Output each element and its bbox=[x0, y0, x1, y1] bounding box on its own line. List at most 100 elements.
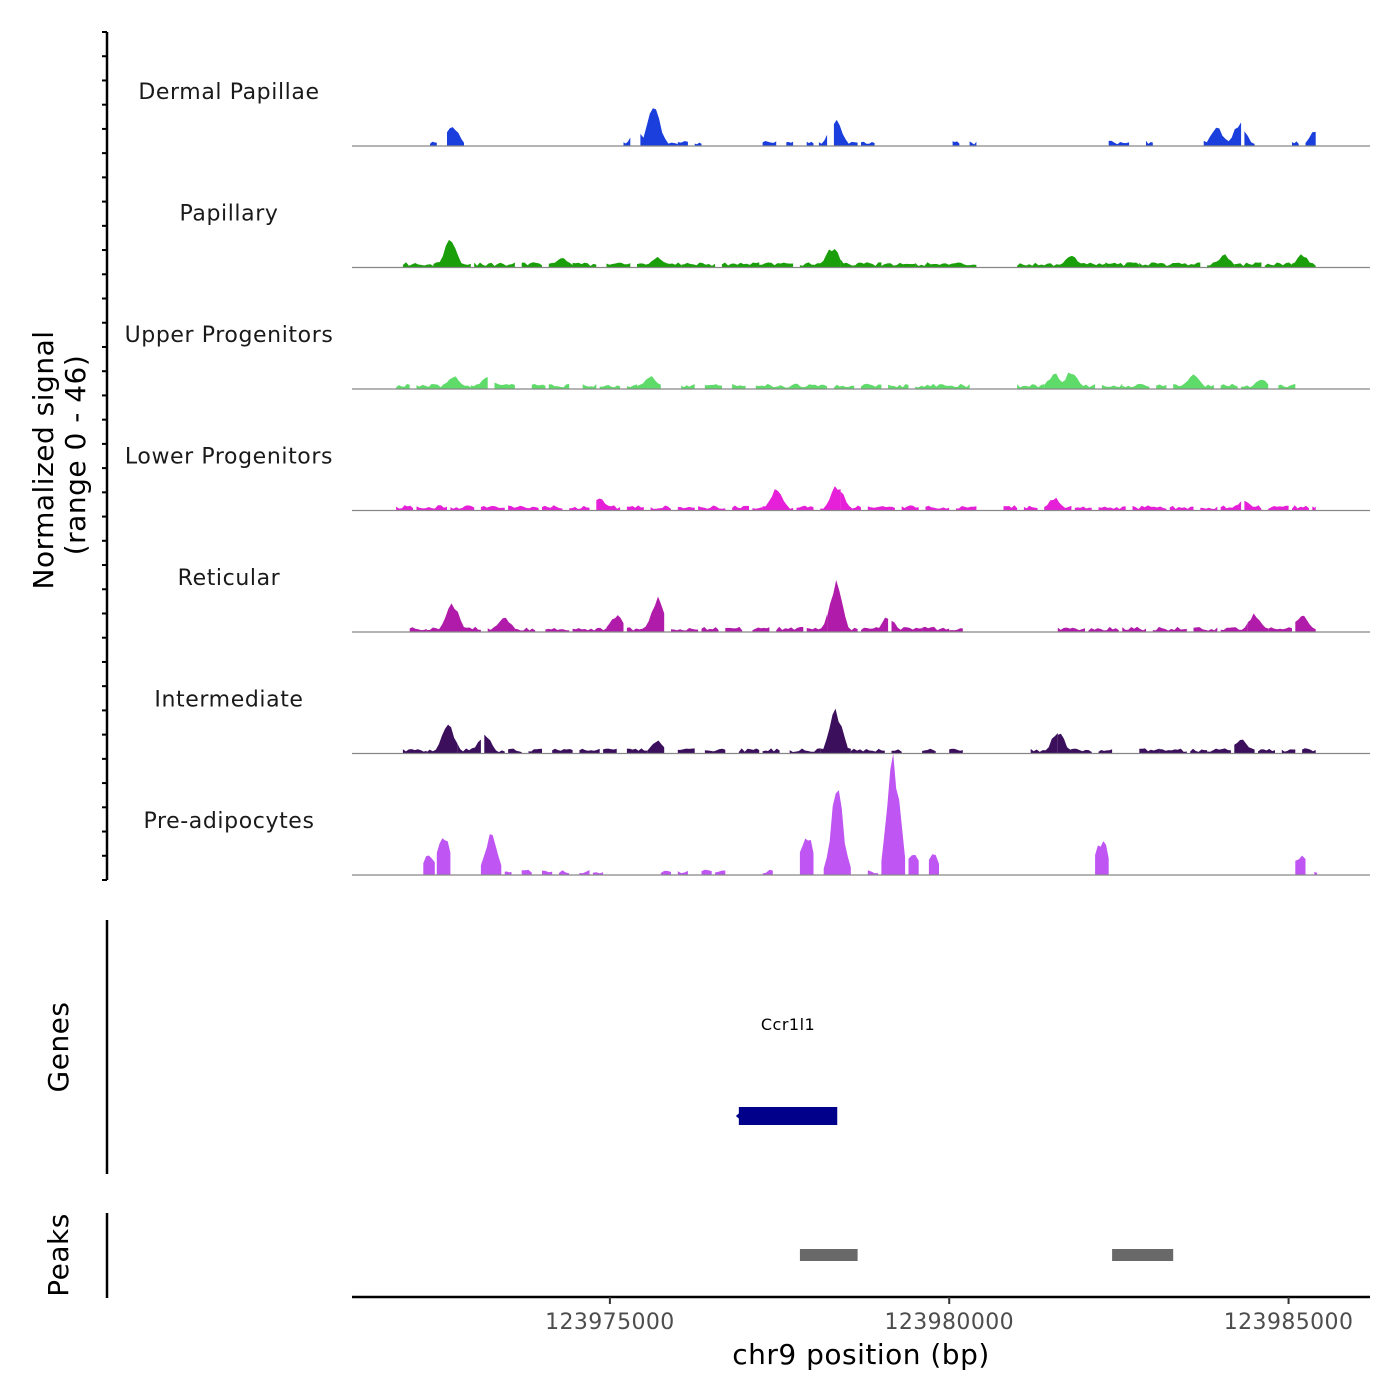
coverage-area bbox=[818, 134, 828, 146]
coverage-area bbox=[762, 869, 773, 875]
coverage-area bbox=[1156, 384, 1167, 389]
coverage-area bbox=[1152, 626, 1187, 632]
coverage-area bbox=[1101, 383, 1123, 389]
coverage-area bbox=[701, 869, 712, 875]
coverage-area bbox=[623, 137, 631, 146]
coverage-area bbox=[396, 505, 414, 511]
coverage-area bbox=[637, 256, 682, 268]
coverage-area bbox=[626, 748, 648, 754]
coverage-area bbox=[548, 258, 576, 268]
coverage-area bbox=[552, 748, 573, 754]
coverage-area bbox=[888, 384, 909, 389]
coverage-area bbox=[1305, 131, 1316, 146]
coverage-area bbox=[820, 486, 841, 511]
coverage-area bbox=[450, 505, 475, 511]
coverage-track: Lower Progenitors bbox=[125, 445, 1370, 512]
coverage-track: Pre-adipocytes bbox=[143, 753, 1370, 876]
coverage-area bbox=[514, 627, 536, 632]
coverage-area bbox=[480, 834, 502, 875]
coverage-area bbox=[1098, 749, 1113, 754]
coverage-area bbox=[677, 870, 688, 875]
coverage-area bbox=[1244, 500, 1262, 511]
x-axis: 123975000 123980000 123985000 chr9 positio… bbox=[352, 1295, 1370, 1371]
coverage-area bbox=[1139, 748, 1160, 754]
coverage-area bbox=[1241, 379, 1269, 389]
coverage-area bbox=[1312, 506, 1316, 511]
coverage-area bbox=[681, 262, 716, 268]
coverage-area bbox=[833, 119, 858, 146]
track-label: Lower Progenitors bbox=[125, 445, 333, 470]
coverage-area bbox=[698, 505, 726, 511]
coverage-area bbox=[1017, 255, 1106, 268]
coverage-area bbox=[1159, 748, 1187, 754]
gene-body bbox=[738, 1107, 838, 1125]
coverage-area bbox=[1146, 140, 1153, 146]
coverage-area bbox=[569, 505, 590, 511]
coverage-area bbox=[786, 141, 794, 146]
coverage-area bbox=[650, 505, 671, 511]
coverage-area bbox=[409, 627, 427, 632]
genes-panel-title: Genes bbox=[42, 1002, 75, 1093]
x-tick-label: 123975000 bbox=[545, 1310, 675, 1335]
coverage-area bbox=[426, 724, 458, 754]
track-label: Pre-adipocytes bbox=[143, 809, 314, 834]
coverage-area bbox=[715, 870, 726, 875]
coverage-area bbox=[1044, 372, 1096, 389]
coverage-area bbox=[1074, 506, 1092, 511]
coverage-area bbox=[925, 505, 950, 511]
coverage-area bbox=[647, 740, 665, 754]
gene-strand-arrow bbox=[735, 1110, 743, 1122]
coverage-area bbox=[626, 505, 644, 511]
coverage-area bbox=[402, 262, 434, 268]
coverage-area bbox=[1173, 374, 1214, 389]
coverage-area bbox=[1314, 871, 1318, 875]
coverage-area bbox=[881, 262, 916, 268]
coverage-area bbox=[457, 739, 481, 754]
coverage-area bbox=[694, 142, 702, 146]
coverage-area bbox=[721, 262, 760, 268]
coverage-area bbox=[1132, 505, 1167, 511]
coverage-area bbox=[1234, 262, 1262, 268]
coverage-area bbox=[799, 838, 814, 875]
coverage-area bbox=[402, 749, 427, 754]
coverage-area bbox=[626, 384, 637, 389]
coverage-area bbox=[1247, 613, 1269, 632]
coverage-area bbox=[396, 384, 410, 389]
coverage-track: Upper Progenitors bbox=[125, 323, 1370, 390]
coverage-area bbox=[840, 259, 882, 268]
coverage-area bbox=[755, 262, 794, 268]
coverage-area bbox=[901, 505, 919, 511]
coverage-track: Dermal Papillae bbox=[138, 80, 1370, 147]
coverage-area bbox=[521, 262, 542, 268]
coverage-area bbox=[861, 617, 889, 632]
coverage-area bbox=[606, 615, 624, 632]
coverage-area bbox=[1057, 627, 1085, 632]
coverage-area bbox=[833, 384, 855, 389]
coverage-area bbox=[548, 384, 570, 389]
coverage-area bbox=[1295, 615, 1316, 632]
coverage-area bbox=[416, 505, 447, 511]
coverage-area bbox=[416, 376, 471, 389]
x-tick-label: 123980000 bbox=[884, 1310, 1014, 1335]
coverage-area bbox=[596, 498, 621, 511]
coverage-area bbox=[579, 870, 590, 875]
x-tick-label: 123985000 bbox=[1224, 1310, 1354, 1335]
coverage-tracks: Dermal Papillae Papillary Upper Progenitor… bbox=[125, 80, 1370, 876]
coverage-area bbox=[881, 753, 906, 875]
coverage-area bbox=[494, 382, 515, 389]
coverage-area bbox=[1264, 262, 1292, 268]
coverage-area bbox=[528, 748, 542, 754]
coverage-area bbox=[559, 870, 570, 875]
track-label: Reticular bbox=[178, 566, 281, 591]
coverage-area bbox=[776, 626, 804, 632]
coverage-area bbox=[545, 628, 570, 632]
coverage-area bbox=[426, 603, 464, 632]
coverage-area bbox=[470, 377, 488, 389]
x-axis-ticks: 123975000 123980000 123985000 bbox=[545, 1297, 1353, 1335]
coverage-area bbox=[796, 505, 814, 511]
coverage-area bbox=[1207, 254, 1235, 268]
coverage-area bbox=[732, 505, 749, 511]
coverage-track: Intermediate bbox=[154, 688, 1370, 755]
coverage-area bbox=[1278, 383, 1296, 389]
coverage-area bbox=[1220, 383, 1238, 389]
